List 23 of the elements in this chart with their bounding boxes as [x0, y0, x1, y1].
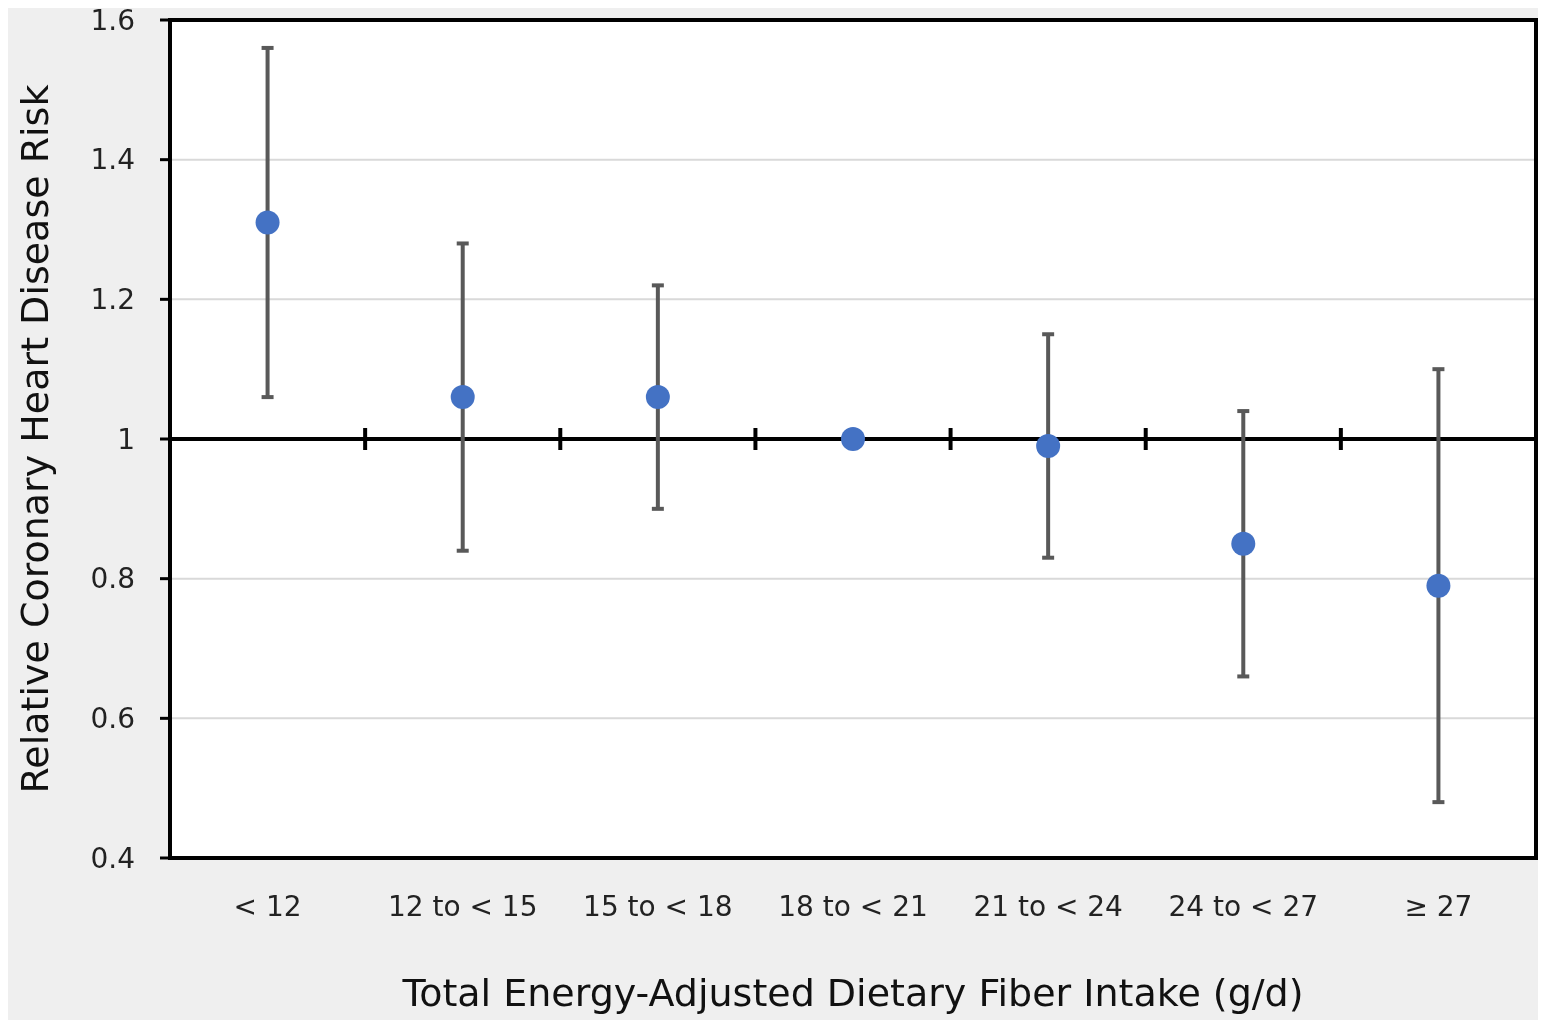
- x-tick-label: 12 to < 15: [387, 890, 538, 923]
- point: [841, 427, 865, 451]
- x-axis-title: Total Energy-Adjusted Dietary Fiber Intake (g/d): [401, 971, 1304, 1015]
- x-tick-label: ≥ 27: [1404, 890, 1473, 923]
- y-tick-label: 1.6: [90, 3, 135, 37]
- y-axis-title: Relative Coronary Heart Disease Risk: [13, 84, 57, 794]
- y-tick-label: 0.6: [90, 702, 135, 736]
- y-tick-label: 1: [117, 422, 135, 456]
- x-tick-label: 18 to < 21: [778, 890, 928, 923]
- y-tick-label: 0.8: [90, 562, 135, 596]
- point: [1426, 573, 1451, 598]
- point: [1036, 433, 1061, 458]
- y-tick-label: 0.4: [90, 841, 135, 875]
- x-tick-label: < 12: [233, 890, 302, 923]
- y-tick-label: 1.4: [90, 143, 135, 177]
- y-tick-label: 1.2: [90, 283, 135, 317]
- x-tick-label: 24 to < 27: [1168, 890, 1319, 923]
- point: [645, 385, 670, 410]
- x-tick-label: 21 to < 24: [973, 890, 1123, 923]
- x-tick-label: 15 to < 18: [583, 890, 733, 923]
- point: [450, 385, 475, 410]
- point: [1231, 531, 1256, 556]
- point: [255, 210, 280, 235]
